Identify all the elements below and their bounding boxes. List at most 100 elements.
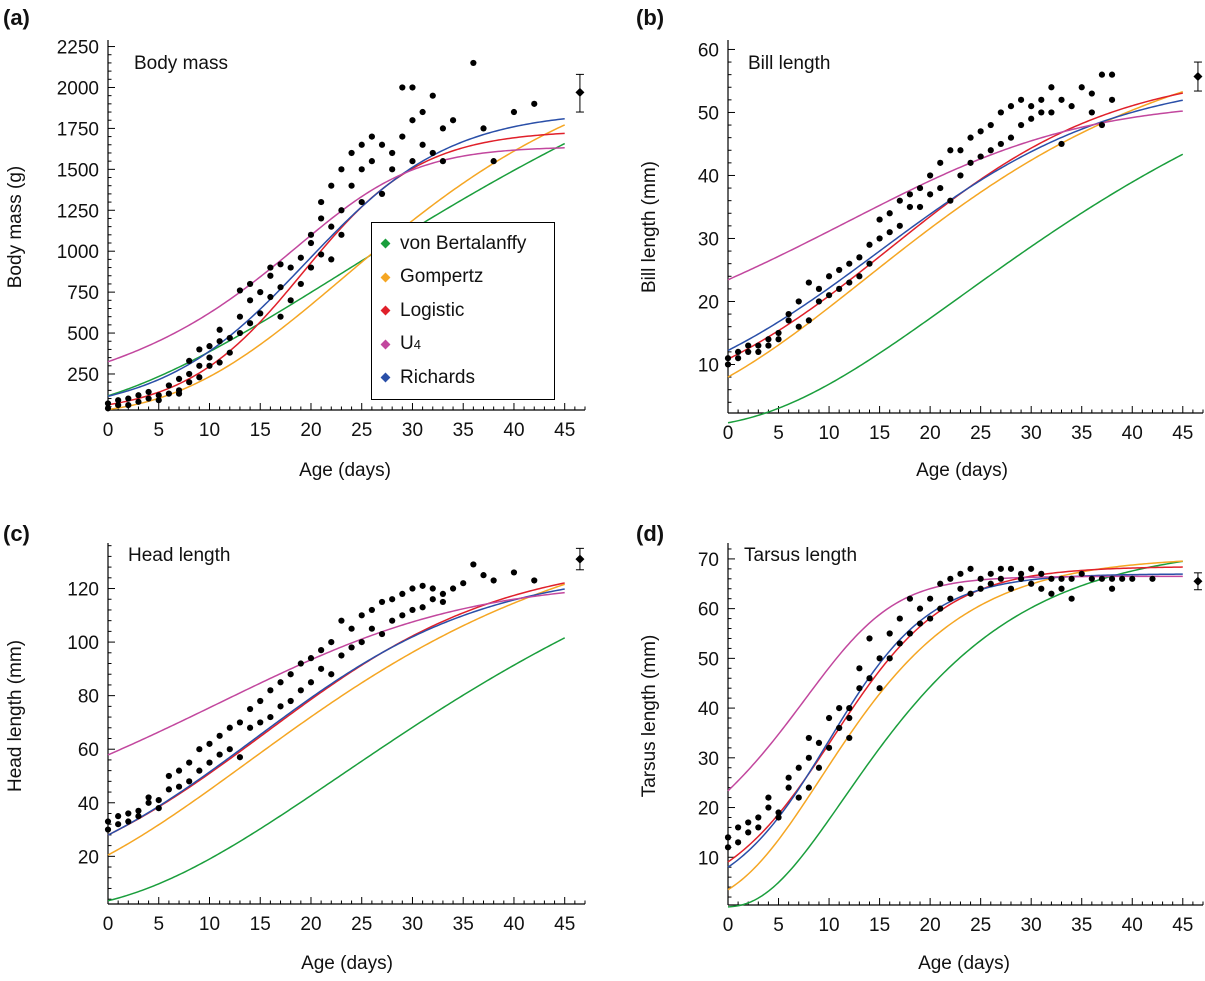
data-point-bill-length	[1108, 96, 1116, 103]
data-point-bill-length	[735, 355, 742, 362]
data-point-bill-length	[896, 197, 903, 204]
data-point-head-length	[246, 724, 254, 731]
data-point-body-mass	[135, 392, 142, 399]
data-point-bill-length	[886, 229, 893, 236]
data-point-head-length	[409, 585, 416, 592]
curve-richards-head-length	[107, 588, 565, 836]
data-point-tarsus-length	[795, 764, 802, 771]
data-point-bill-length	[1048, 109, 1055, 116]
data-point-head-length	[429, 585, 436, 592]
data-point-tarsus-length	[765, 794, 772, 801]
data-point-tarsus-length	[1028, 580, 1035, 587]
data-point-head-length	[399, 612, 406, 619]
data-point-head-length	[145, 799, 152, 806]
data-point-bill-length	[927, 191, 934, 198]
legend-marker-logistic	[380, 305, 391, 316]
y-tick-label-body-mass: 750	[67, 283, 99, 304]
data-point-tarsus-length	[866, 675, 873, 682]
data-point-body-mass	[318, 251, 325, 258]
data-point-tarsus-length	[1058, 585, 1065, 592]
data-point-body-mass	[206, 354, 213, 361]
data-point-tarsus-length	[1068, 595, 1075, 602]
data-point-tarsus-length	[967, 590, 974, 597]
y-tick-label-tarsus-length: 40	[698, 699, 719, 720]
data-point-bill-length	[1028, 103, 1035, 110]
data-point-head-length	[287, 697, 294, 705]
data-point-body-mass	[338, 207, 345, 214]
data-point-body-mass	[125, 401, 132, 409]
data-point-body-mass	[115, 401, 122, 409]
data-point-body-mass	[318, 198, 325, 206]
data-point-head-length	[307, 655, 315, 662]
y-tick-label-tarsus-length: 30	[698, 749, 719, 770]
y-tick-label-tarsus-length: 60	[698, 600, 719, 621]
data-point-head-length	[378, 598, 386, 606]
data-point-head-length	[165, 772, 172, 780]
x-tick-label-tarsus-length: 35	[1071, 915, 1092, 936]
data-point-tarsus-length	[775, 814, 782, 821]
data-point-tarsus-length	[795, 794, 802, 801]
x-tick-label-body-mass: 40	[503, 420, 524, 441]
data-point-head-length	[145, 794, 152, 801]
data-point-head-length	[399, 590, 406, 597]
data-point-body-mass	[257, 310, 264, 317]
curve-logistic-bill-length	[727, 92, 1183, 360]
data-point-body-mass	[368, 133, 375, 140]
data-point-tarsus-length	[916, 605, 924, 612]
data-point-tarsus-length	[846, 704, 853, 712]
data-point-bill-length	[735, 348, 742, 355]
data-point-body-mass	[216, 359, 223, 366]
data-point-head-length	[155, 805, 162, 812]
x-tick-label-head-length: 0	[103, 914, 114, 935]
data-point-body-mass	[378, 141, 386, 148]
data-point-bill-length	[957, 147, 964, 154]
data-point-head-length	[206, 740, 213, 747]
data-point-body-mass	[480, 125, 487, 132]
chart-body-mass: 0 5 10 15 20 25 30 35 40 45 250 500 750 1000 1250 1500 1…	[57, 38, 586, 441]
data-point-bill-length	[724, 355, 732, 362]
data-point-head-length	[490, 577, 497, 584]
data-point-head-length	[277, 679, 284, 686]
data-point-body-mass	[449, 117, 457, 124]
data-point-bill-length	[987, 121, 994, 129]
data-point-body-mass	[399, 84, 406, 91]
data-point-body-mass	[104, 405, 112, 412]
data-point-body-mass	[216, 326, 223, 333]
data-point-head-length	[307, 679, 315, 686]
data-point-tarsus-length	[886, 630, 893, 637]
data-point-body-mass	[257, 289, 264, 296]
data-point-tarsus-length	[997, 575, 1004, 582]
data-point-head-length	[267, 713, 274, 721]
data-point-bill-length	[947, 197, 954, 204]
data-point-bill-length	[906, 203, 914, 211]
data-point-head-length	[236, 754, 244, 761]
data-point-tarsus-length	[856, 685, 863, 692]
data-point-body-mass	[175, 390, 183, 397]
data-point-head-length	[368, 606, 375, 614]
data-point-tarsus-length	[805, 734, 812, 742]
curve-richards-bill-length	[727, 99, 1183, 352]
y-axis-label-bill-length: Bill length (mm)	[639, 161, 660, 293]
data-point-body-mass	[419, 108, 426, 116]
data-point-tarsus-length	[765, 804, 772, 811]
x-tick-label-head-length: 10	[199, 914, 220, 935]
data-point-body-mass	[155, 397, 162, 404]
data-point-head-length	[348, 644, 355, 651]
data-point-tarsus-length	[836, 724, 843, 732]
data-point-tarsus-length	[876, 685, 883, 692]
y-tick-label-bill-length: 60	[698, 40, 719, 61]
data-point-bill-length	[1028, 115, 1035, 122]
legend-label: von Bertalanffy	[400, 232, 527, 254]
data-point-bill-length	[876, 235, 883, 242]
legend-label: Richards	[400, 366, 475, 388]
data-point-head-length	[449, 585, 457, 592]
data-point-head-length	[175, 783, 183, 790]
x-tick-label-tarsus-length: 5	[773, 915, 784, 936]
data-point-tarsus-length	[977, 575, 984, 582]
data-point-head-length	[155, 796, 162, 804]
panel-bill-length: (b) 0 5 10 15 20 25 30 35 40 45 10 20 30 40 50 60 Bill …	[603, 0, 1205, 490]
y-tick-label-head-length: 100	[67, 633, 99, 654]
data-point-bill-length	[1098, 121, 1106, 129]
data-point-body-mass	[439, 158, 447, 165]
data-point-tarsus-length	[1017, 570, 1025, 577]
